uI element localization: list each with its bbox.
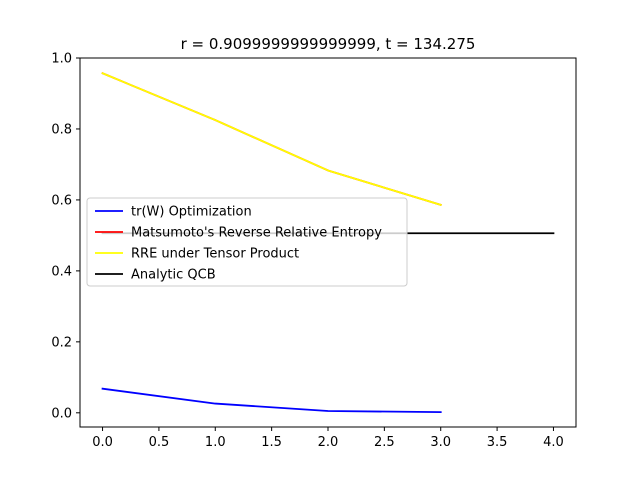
x-tick-label: 2.5 xyxy=(374,435,395,450)
x-tick-label: 0.5 xyxy=(149,435,170,450)
series-line-0 xyxy=(101,387,442,414)
legend: tr(W) Optimization Matsumoto's Reverse Re… xyxy=(86,197,408,287)
x-tick-label: 2.0 xyxy=(318,435,339,450)
x-tick-label: 3.5 xyxy=(487,435,508,450)
x-tick-label: 1.0 xyxy=(205,435,226,450)
legend-label-2: RRE under Tensor Product xyxy=(131,247,299,262)
y-axis: 0.0 0.2 0.4 0.6 0.8 1.0 xyxy=(51,52,80,421)
series-line-2 xyxy=(101,72,442,207)
legend-box xyxy=(86,197,408,287)
x-axis: 0.0 0.5 1.0 1.5 2.0 2.5 3.0 3.5 4.0 xyxy=(92,427,564,450)
legend-label-0: tr(W) Optimization xyxy=(131,205,252,220)
y-tick-label: 0.4 xyxy=(51,264,72,279)
x-tick-label: 0.0 xyxy=(92,435,113,450)
x-tick-label: 4.0 xyxy=(543,435,564,450)
x-tick-label: 3.0 xyxy=(430,435,451,450)
chart-title: r = 0.9099999999999999, t = 134.275 xyxy=(181,35,476,53)
y-tick-label: 0.2 xyxy=(51,335,72,350)
y-tick-label: 0.6 xyxy=(51,193,72,208)
y-tick-label: 0.0 xyxy=(51,406,72,421)
y-tick-label: 1.0 xyxy=(51,52,72,67)
x-tick-label: 1.5 xyxy=(261,435,282,450)
y-tick-label: 0.8 xyxy=(51,122,72,137)
legend-label-3: Analytic QCB xyxy=(131,268,216,283)
legend-label-1: Matsumoto's Reverse Relative Entropy xyxy=(131,226,382,241)
